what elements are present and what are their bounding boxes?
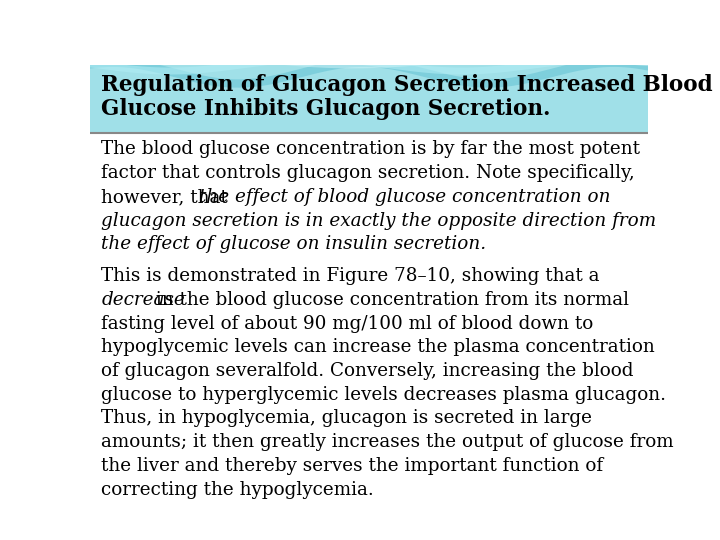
Text: in the blood glucose concentration from its normal: in the blood glucose concentration from … [150, 291, 629, 309]
Text: amounts; it then greatly increases the output of glucose from: amounts; it then greatly increases the o… [101, 433, 674, 451]
Text: however, that: however, that [101, 188, 234, 206]
Text: glucose to hyperglycemic levels decreases plasma glucagon.: glucose to hyperglycemic levels decrease… [101, 386, 666, 404]
Text: the effect of blood glucose concentration on: the effect of blood glucose concentratio… [199, 188, 611, 206]
Text: Thus, in hypoglycemia, glucagon is secreted in large: Thus, in hypoglycemia, glucagon is secre… [101, 409, 592, 428]
Text: hypoglycemic levels can increase the plasma concentration: hypoglycemic levels can increase the pla… [101, 339, 655, 356]
Text: The blood glucose concentration is by far the most potent: The blood glucose concentration is by fa… [101, 140, 640, 158]
Text: glucagon secretion is in exactly the opposite direction from: glucagon secretion is in exactly the opp… [101, 212, 657, 230]
Text: factor that controls glucagon secretion. Note specifically,: factor that controls glucagon secretion.… [101, 164, 635, 182]
Text: fasting level of about 90 mg/100 ml of blood down to: fasting level of about 90 mg/100 ml of b… [101, 315, 593, 333]
Text: Glucose Inhibits Glucagon Secretion.: Glucose Inhibits Glucagon Secretion. [101, 98, 551, 120]
Text: decrease: decrease [101, 291, 185, 309]
Text: the effect of glucose on insulin secretion.: the effect of glucose on insulin secreti… [101, 235, 486, 253]
Text: of glucagon severalfold. Conversely, increasing the blood: of glucagon severalfold. Conversely, inc… [101, 362, 634, 380]
Text: the liver and thereby serves the important function of: the liver and thereby serves the importa… [101, 457, 603, 475]
Text: Regulation of Glucagon Secretion Increased Blood: Regulation of Glucagon Secretion Increas… [101, 74, 713, 96]
FancyBboxPatch shape [90, 65, 648, 133]
Text: correcting the hypoglycemia.: correcting the hypoglycemia. [101, 481, 374, 498]
Text: This is demonstrated in Figure 78–10, showing that a: This is demonstrated in Figure 78–10, sh… [101, 267, 600, 285]
